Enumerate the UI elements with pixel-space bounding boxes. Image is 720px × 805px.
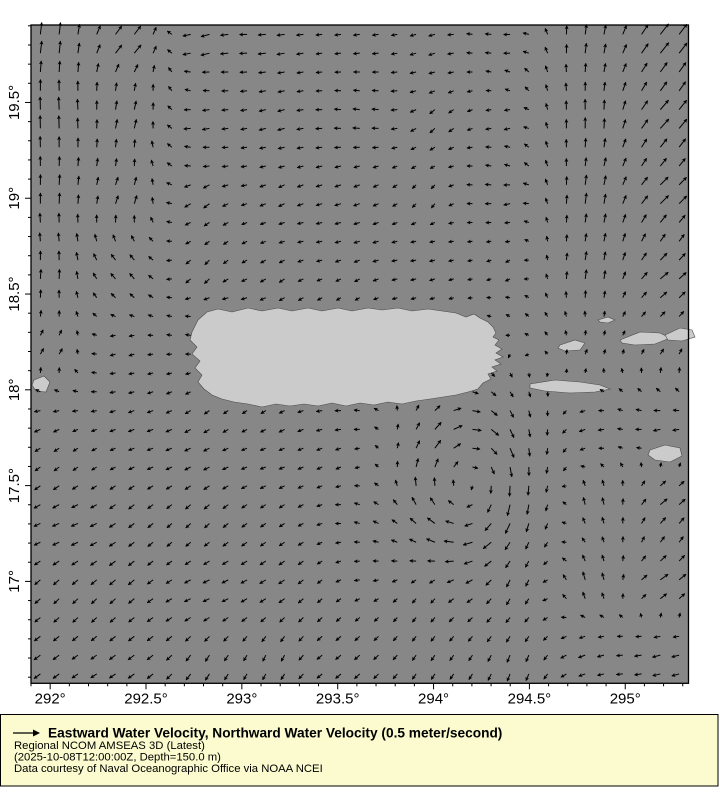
svg-text:17.5°: 17.5° [6,468,23,503]
svg-text:18.5°: 18.5° [6,276,23,311]
svg-text:292.5°: 292.5° [124,690,168,707]
svg-text:Data courtesy of Naval Oceanog: Data courtesy of Naval Oceanographic Off… [14,763,323,775]
svg-text:17°: 17° [6,570,23,593]
svg-text:Eastward Water Velocity, North: Eastward Water Velocity, Northward Water… [48,726,502,741]
svg-text:293.5°: 293.5° [316,690,360,707]
svg-text:293°: 293° [226,690,257,707]
svg-text:Regional NCOM AMSEAS 3D (Lates: Regional NCOM AMSEAS 3D (Latest) [14,740,205,752]
svg-text:(2025-10-08T12:00:00Z, Depth=1: (2025-10-08T12:00:00Z, Depth=150.0 m) [14,752,221,764]
svg-text:19.5°: 19.5° [6,85,23,120]
svg-text:294.5°: 294.5° [508,690,552,707]
svg-text:292°: 292° [35,690,66,707]
svg-text:18°: 18° [6,378,23,401]
svg-text:294°: 294° [418,690,449,707]
svg-text:19°: 19° [6,187,23,210]
svg-text:295°: 295° [610,690,641,707]
